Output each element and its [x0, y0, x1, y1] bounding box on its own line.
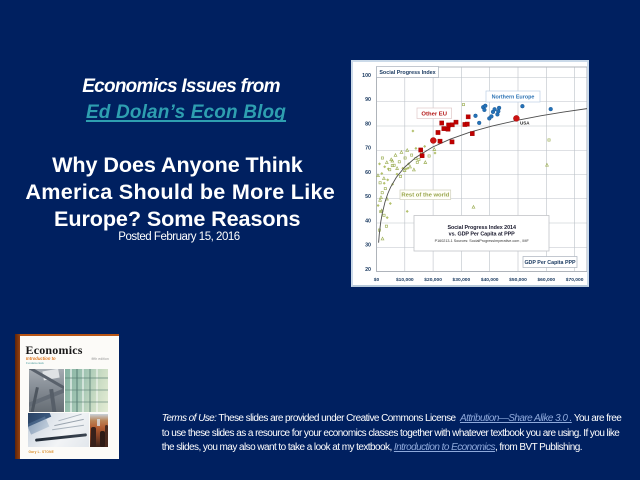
svg-text:$0: $0: [374, 277, 380, 283]
svg-text:vs. GDP Per Capita at PPP: vs. GDP Per Capita at PPP: [449, 232, 516, 238]
svg-text:$60,000: $60,000: [537, 277, 555, 283]
svg-text:20: 20: [365, 267, 371, 273]
svg-text:Rest of the world: Rest of the world: [401, 193, 449, 199]
svg-text:90: 90: [365, 97, 371, 103]
svg-text:$70,000: $70,000: [566, 277, 584, 283]
svg-text:USA: USA: [520, 121, 530, 126]
svg-text:$30,000: $30,000: [453, 277, 471, 283]
svg-text:70: 70: [365, 146, 371, 152]
svg-text:Social Progress Index 2014: Social Progress Index 2014: [447, 225, 516, 231]
svg-text:$20,000: $20,000: [424, 277, 442, 283]
svg-text:P160213-1 Sources: SocialProgr: P160213-1 Sources: SocialProgressImperat…: [435, 239, 530, 243]
svg-text:30: 30: [365, 243, 371, 249]
svg-text:$50,000: $50,000: [509, 277, 527, 283]
svg-text:60: 60: [365, 170, 371, 176]
svg-text:Other EU: Other EU: [421, 111, 447, 117]
svg-text:80: 80: [365, 121, 371, 127]
svg-text:Social Progress Index: Social Progress Index: [379, 70, 435, 76]
svg-text:100: 100: [362, 73, 371, 79]
svg-text:GDP Per Capita PPP: GDP Per Capita PPP: [524, 260, 576, 266]
svg-text:Northern Europe: Northern Europe: [492, 95, 535, 101]
svg-text:$10,000: $10,000: [396, 277, 414, 283]
svg-text:50: 50: [365, 194, 371, 200]
svg-text:$40,000: $40,000: [481, 277, 499, 283]
svg-text:40: 40: [365, 218, 371, 224]
